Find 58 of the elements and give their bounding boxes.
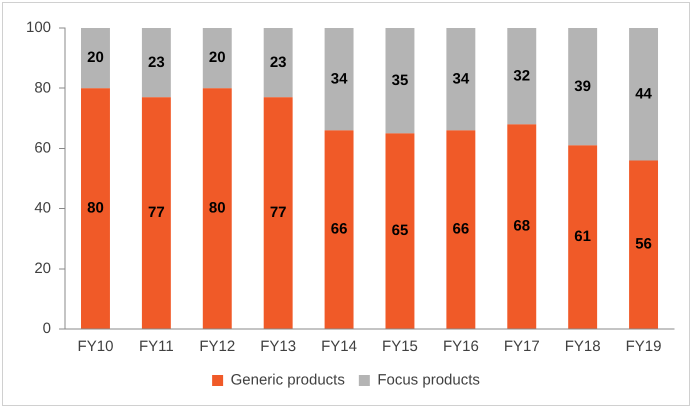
bar	[568, 145, 598, 328]
y-tick-label: 20	[34, 260, 52, 277]
data-label: 32	[513, 67, 530, 84]
x-tick-label: FY19	[626, 338, 662, 356]
data-label: 68	[513, 218, 530, 235]
data-label: 66	[330, 220, 348, 238]
x-tick-label: FY18	[564, 338, 601, 356]
x-tick-label: FY10	[78, 338, 114, 356]
data-label: 77	[148, 204, 165, 222]
x-tick-label: FY14	[321, 338, 357, 356]
data-label: 34	[452, 70, 470, 88]
bar	[324, 130, 354, 328]
y-tick-label: 0	[42, 320, 52, 338]
data-label: 80	[208, 199, 226, 216]
y-tick-label: 40	[34, 200, 52, 217]
x-tick-label: FY16	[442, 338, 479, 356]
data-label: 80	[87, 199, 104, 216]
data-label: 61	[574, 228, 591, 246]
bar	[446, 130, 476, 328]
bar	[81, 28, 110, 88]
data-label: 56	[635, 236, 652, 253]
bar	[507, 28, 536, 124]
data-label: 77	[270, 204, 287, 222]
data-label: 20	[87, 49, 104, 66]
data-label: 23	[270, 54, 287, 71]
x-tick-label: FY12	[199, 338, 236, 356]
bar	[385, 133, 414, 328]
bar	[142, 28, 171, 98]
data-label: 34	[330, 70, 348, 88]
data-label: 66	[452, 220, 470, 238]
data-label: 35	[392, 72, 408, 89]
bar	[202, 88, 232, 328]
bar	[385, 28, 414, 134]
bar	[202, 28, 232, 88]
data-label: 20	[208, 49, 226, 66]
bar	[568, 28, 598, 146]
bar	[81, 88, 110, 328]
data-label: 65	[392, 222, 408, 240]
bar	[264, 97, 293, 328]
legend-label: Focus products	[377, 372, 480, 389]
bar	[507, 124, 536, 328]
x-tick-label: FY13	[260, 338, 296, 356]
bar	[142, 97, 171, 328]
x-tick-label: FY15	[382, 338, 418, 356]
bar	[264, 28, 293, 98]
data-label: 44	[635, 85, 653, 102]
data-label: 23	[148, 54, 165, 71]
bar	[629, 28, 658, 160]
x-tick-label: FY11	[139, 338, 174, 356]
bar	[324, 28, 354, 130]
y-tick-label: 60	[34, 140, 52, 157]
legend-label: Generic products	[230, 372, 345, 389]
data-label: 39	[574, 78, 591, 95]
x-tick-label: FY17	[504, 338, 540, 356]
y-tick-label: 80	[34, 79, 52, 96]
bar	[446, 28, 476, 130]
y-tick-label: 100	[26, 19, 52, 36]
bar	[629, 160, 658, 328]
